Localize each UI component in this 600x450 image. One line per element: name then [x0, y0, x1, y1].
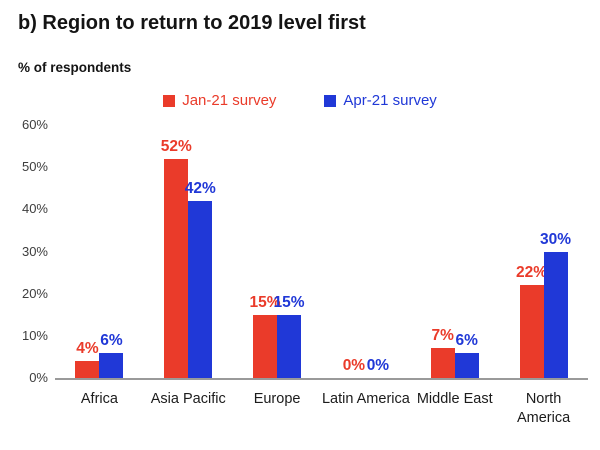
- bar-apr-21-survey-north-america: 30%: [540, 231, 571, 378]
- x-tick-label-middle-east: Middle East: [416, 391, 493, 407]
- x-tick-label-asia-pacific: Asia Pacific: [150, 391, 226, 407]
- y-axis: 0% 10% 20% 30% 40% 50% 60%: [0, 117, 48, 385]
- bar-group-north-america: 22% 30%: [499, 125, 588, 378]
- bar-apr-21-survey-europe: 15%: [274, 294, 305, 378]
- bar-group-latin-america: 0% 0%: [321, 125, 410, 378]
- legend-label: Jan-21 survey: [182, 92, 277, 109]
- y-tick-label: 60%: [21, 117, 48, 132]
- bar-group-middle-east: 7% 6%: [410, 125, 499, 378]
- x-tick-label-north-america: North America: [516, 391, 571, 426]
- y-tick-label: 30%: [21, 243, 48, 259]
- bar-value-label: 0%: [342, 357, 366, 374]
- bar-jan-21-survey-africa: 4%: [75, 340, 100, 378]
- bar-jan-21-survey-europe: 15%: [250, 294, 281, 378]
- bar-value-label: 15%: [249, 293, 281, 311]
- bar-apr-21-survey-middle-east: 6%: [454, 332, 479, 378]
- bar-group-africa: 4% 6%: [55, 125, 144, 378]
- bar-value-label: 42%: [184, 179, 216, 197]
- y-tick-label: 20%: [21, 285, 48, 301]
- bar-value-label: 4%: [76, 340, 99, 358]
- bar-pair: 7% 6%: [430, 327, 479, 378]
- legend: Jan-21 survey Apr-21 survey: [0, 92, 600, 109]
- y-tick-label: 40%: [21, 201, 48, 217]
- x-tick-label-africa: Africa: [80, 391, 118, 407]
- bar-apr-21-survey-africa: 6%: [99, 332, 124, 378]
- bar-group-europe: 15% 15%: [233, 125, 322, 378]
- bar-jan-21-survey-asia-pacific: 52%: [161, 138, 192, 378]
- x-tick-label-europe: Europe: [253, 391, 301, 407]
- plot-area: 4% 6% 52% 42% 15% 15% 0% 0% 7% 6% 22% 30%: [55, 125, 588, 380]
- bar-apr-21-survey-asia-pacific: 42%: [185, 180, 216, 378]
- y-axis-title: % of respondents: [18, 60, 132, 75]
- bar-pair: 4% 6%: [75, 332, 124, 378]
- legend-swatch-icon: [324, 94, 337, 107]
- bar-jan-21-survey-north-america: 22%: [516, 264, 547, 378]
- y-tick-label: 50%: [21, 159, 48, 175]
- bar-group-asia-pacific: 52% 42%: [144, 125, 233, 378]
- bar-pair: 22% 30%: [516, 231, 571, 378]
- legend-item-apr-21-survey: Apr-21 survey: [324, 92, 437, 109]
- bar-value-label: 0%: [366, 357, 390, 374]
- x-axis: Africa Asia Pacific Europe Latin America Mid…: [55, 390, 588, 428]
- bar-value-label: 52%: [160, 137, 192, 155]
- chart-title: b) Region to return to 2019 level first: [18, 12, 366, 34]
- legend-item-jan-21-survey: Jan-21 survey: [163, 92, 276, 109]
- bar-value-label: 6%: [455, 331, 478, 349]
- x-tick-label-latin-america: Latin America: [321, 391, 410, 407]
- bar-value-label: 22%: [516, 264, 548, 282]
- bar-value-label: 30%: [540, 230, 572, 248]
- bar-pair: 52% 42%: [161, 138, 216, 378]
- legend-swatch-icon: [163, 94, 176, 107]
- legend-label: Apr-21 survey: [343, 92, 437, 109]
- y-tick-label: 10%: [21, 327, 48, 343]
- y-tick-label: 0%: [29, 370, 48, 385]
- bar-jan-21-survey-middle-east: 7%: [430, 327, 455, 378]
- bar-value-label: 6%: [100, 331, 123, 349]
- bar-pair: 15% 15%: [250, 294, 305, 378]
- bar-value-label: 7%: [431, 327, 454, 345]
- bar-value-label: 15%: [273, 293, 305, 311]
